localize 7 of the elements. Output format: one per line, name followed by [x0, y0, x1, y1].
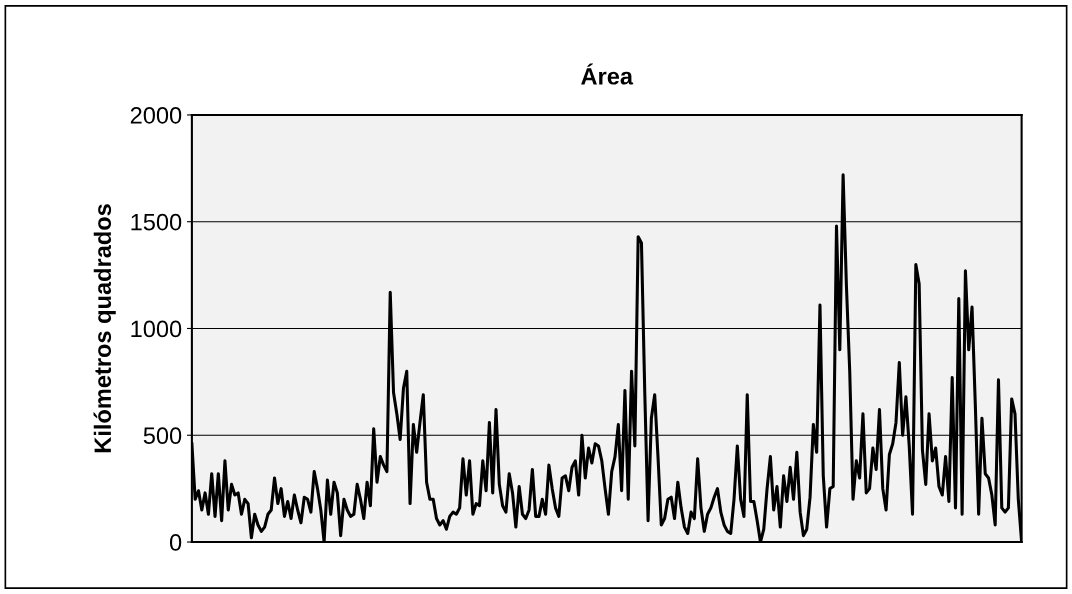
y-tick-label: 1500	[131, 213, 182, 231]
chart-title: Área	[581, 63, 634, 85]
y-tick-label: 500	[143, 427, 182, 445]
y-axis-title: Kilómetros quadrados	[93, 204, 116, 453]
y-tick-label: 1000	[131, 320, 182, 338]
y-tick-label: 2000	[130, 107, 182, 124]
y-tick-label: 0	[169, 534, 182, 551]
